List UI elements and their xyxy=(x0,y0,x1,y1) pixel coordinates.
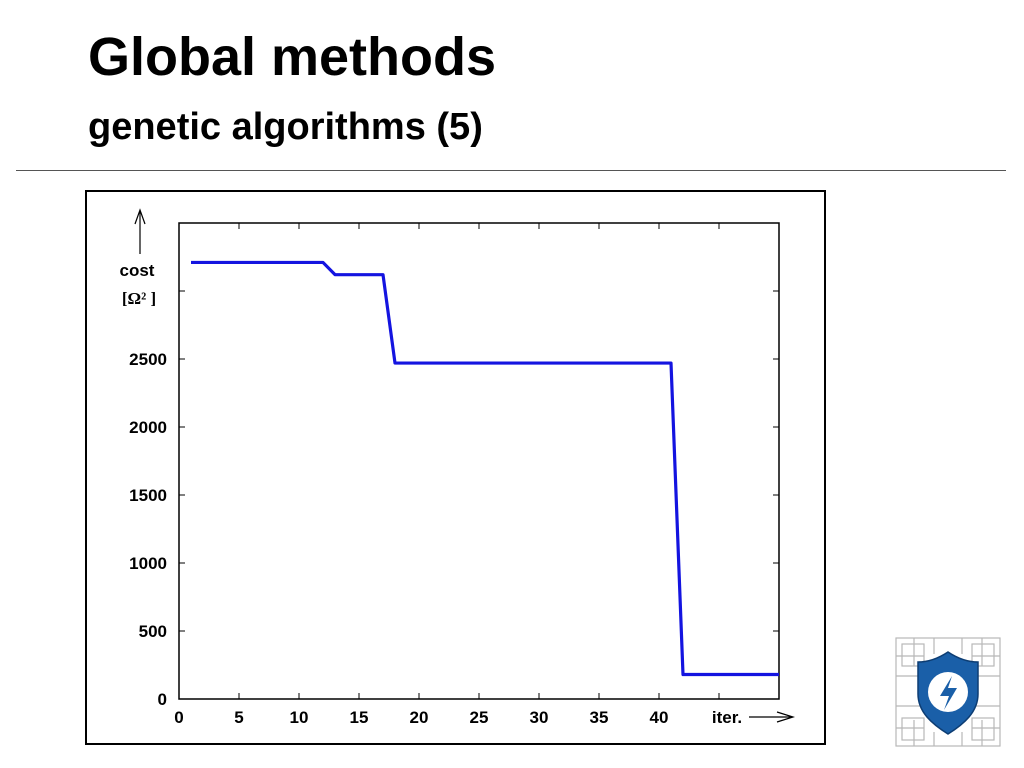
y-tick-label: 0 xyxy=(158,690,167,709)
logo-emblem-icon xyxy=(895,637,1001,747)
x-tick-label: 0 xyxy=(174,708,183,727)
title-divider xyxy=(16,170,1006,171)
x-tick-label: 15 xyxy=(350,708,369,727)
chart-frame: 0 5 10 15 20 25 30 35 40 0 500 1000 1500 2000 2500 cost… xyxy=(85,190,826,745)
y-tick-label: 2500 xyxy=(129,350,167,369)
y-tick-label: 1500 xyxy=(129,486,167,505)
y-axis-label: cost xyxy=(120,261,155,280)
x-tick-label: 10 xyxy=(290,708,309,727)
y-axis-arrow-head xyxy=(134,208,146,225)
cost-series-line xyxy=(191,260,779,677)
slide-title: Global methods xyxy=(88,27,497,87)
x-tick-label: 40 xyxy=(650,708,669,727)
x-axis-label: iter. xyxy=(712,708,742,727)
y-tick-label: 500 xyxy=(139,622,167,641)
x-tick-label: 25 xyxy=(470,708,489,727)
x-tick-label: 30 xyxy=(530,708,549,727)
y-tick-label: 1000 xyxy=(129,554,167,573)
y-axis-unit-label: [Ω² ] xyxy=(122,289,156,308)
logo-lightning-bolt xyxy=(940,676,957,710)
logo-outer-frame xyxy=(895,637,1001,747)
slide-subtitle: genetic algorithms (5) xyxy=(88,106,483,148)
x-tick-label: 20 xyxy=(410,708,429,727)
cost-vs-iteration-chart: 0 5 10 15 20 25 30 35 40 0 500 1000 1500 2000 2500 cost… xyxy=(120,208,796,727)
y-tick-label: 2000 xyxy=(129,418,167,437)
university-logo xyxy=(894,636,1002,748)
x-tick-label: 35 xyxy=(590,708,609,727)
x-axis-arrow-head xyxy=(776,711,796,723)
plot-area-border xyxy=(178,222,780,700)
x-tick-label: 5 xyxy=(234,708,243,727)
